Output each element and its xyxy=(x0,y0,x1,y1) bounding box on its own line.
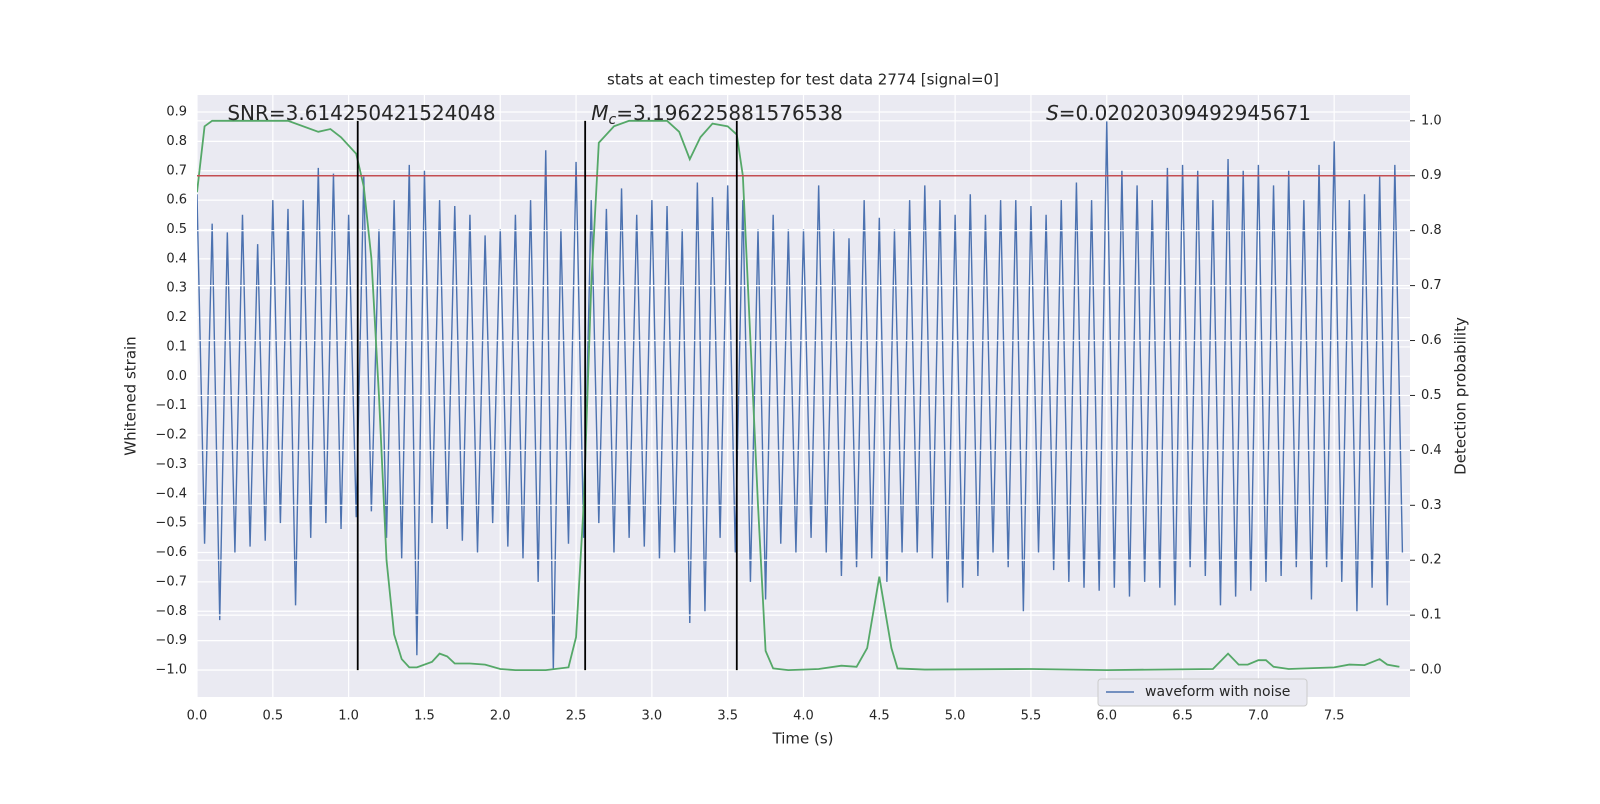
x-tick-label: 1.0 xyxy=(338,709,359,724)
annotation-subscript: c xyxy=(608,112,616,128)
y-tick-label: −0.4 xyxy=(155,486,187,501)
legend-box xyxy=(1097,678,1308,707)
y-tick-label: 0.6 xyxy=(166,193,187,208)
y2-tick-label: 0.5 xyxy=(1421,388,1442,403)
y-tick-label: 0.4 xyxy=(166,251,187,266)
y-axis-label: Whitened strain xyxy=(122,336,140,455)
y2-tick-label: 0.3 xyxy=(1421,498,1442,513)
annotation-value: =0.02020309492945671 xyxy=(1059,101,1311,125)
x-tick-label: 6.0 xyxy=(1096,709,1117,724)
x-tick-label: 3.5 xyxy=(717,709,738,724)
y-tick-label: 0.5 xyxy=(166,222,187,237)
y2-tick-label: 0.9 xyxy=(1421,168,1442,183)
y-tick-label: −1.0 xyxy=(155,662,187,677)
y2-tick-label: 0.2 xyxy=(1421,553,1442,568)
y2-tick-label: 0.7 xyxy=(1421,278,1442,293)
y2-tick-label: 0.1 xyxy=(1421,608,1442,623)
x-tick-label: 5.5 xyxy=(1021,709,1042,724)
x-tick-label: 2.0 xyxy=(490,709,511,724)
y2-tick-label: 1.0 xyxy=(1421,113,1442,128)
y2-axis-label: Detection probability xyxy=(1452,317,1470,475)
x-tick-label: 5.0 xyxy=(945,709,966,724)
y-tick-label: 0.0 xyxy=(166,369,187,384)
legend-label: waveform with noise xyxy=(1145,684,1290,700)
x-tick-label: 3.0 xyxy=(642,709,663,724)
y2-tick-label: 0.8 xyxy=(1421,223,1442,238)
x-tick-label: 0.5 xyxy=(262,709,283,724)
y-tick-label: −0.2 xyxy=(155,428,187,443)
annotation-symbol: SNR xyxy=(227,101,269,125)
over-layer xyxy=(197,119,1410,671)
annotation-value: =3.614250421524048 xyxy=(269,101,496,125)
y-tick-label: −0.5 xyxy=(155,516,187,531)
y-tick-label: −0.3 xyxy=(155,457,187,472)
annotation-symbol: M xyxy=(591,101,608,125)
x-tick-label: 1.5 xyxy=(414,709,435,724)
x-axis-label: Time (s) xyxy=(772,730,834,748)
waveform-layer xyxy=(197,120,1404,670)
y-tick-label: 0.1 xyxy=(166,339,187,354)
x-tick-label: 6.5 xyxy=(1172,709,1193,724)
y-tick-label: 0.3 xyxy=(166,281,187,296)
y-tick-label: 0.9 xyxy=(166,105,187,120)
series-line xyxy=(197,120,1404,670)
annotation: SNR=3.614250421524048 xyxy=(227,101,495,125)
series-line xyxy=(197,119,1400,671)
x-tick-label: 4.0 xyxy=(793,709,814,724)
annotation-value: =3.196225881576538 xyxy=(616,101,843,125)
annotation: S=0.02020309492945671 xyxy=(1046,101,1311,125)
y-tick-label: −0.6 xyxy=(155,545,187,560)
annotation: Mc=3.196225881576538 xyxy=(591,101,843,129)
y-tick-label: −0.7 xyxy=(155,574,187,589)
label-layer: 0.0 0.5 1.0 1.5 2.0 2.5 3.0 3.5 4.0 4.5 5.0 5.5 6.0 6… xyxy=(155,101,1441,724)
x-tick-label: 2.5 xyxy=(566,709,587,724)
y-tick-label: 0.2 xyxy=(166,310,187,325)
y2-tick-label: 0.0 xyxy=(1421,663,1442,678)
annotation-symbol: S xyxy=(1046,101,1059,125)
y-tick-label: −0.9 xyxy=(155,633,187,648)
x-tick-label: 4.5 xyxy=(869,709,890,724)
x-tick-label: 0.0 xyxy=(187,709,208,724)
y2-tick-label: 0.6 xyxy=(1421,333,1442,348)
y-tick-label: −0.8 xyxy=(155,604,187,619)
y-tick-label: 0.7 xyxy=(166,163,187,178)
y2-tick-label: 0.4 xyxy=(1421,443,1442,458)
x-tick-label: 7.0 xyxy=(1248,709,1269,724)
chart-title: stats at each timestep for test data 277… xyxy=(607,71,999,89)
x-tick-label: 7.5 xyxy=(1324,709,1345,724)
y-tick-label: −0.1 xyxy=(155,398,187,413)
y-tick-label: 0.8 xyxy=(166,134,187,149)
